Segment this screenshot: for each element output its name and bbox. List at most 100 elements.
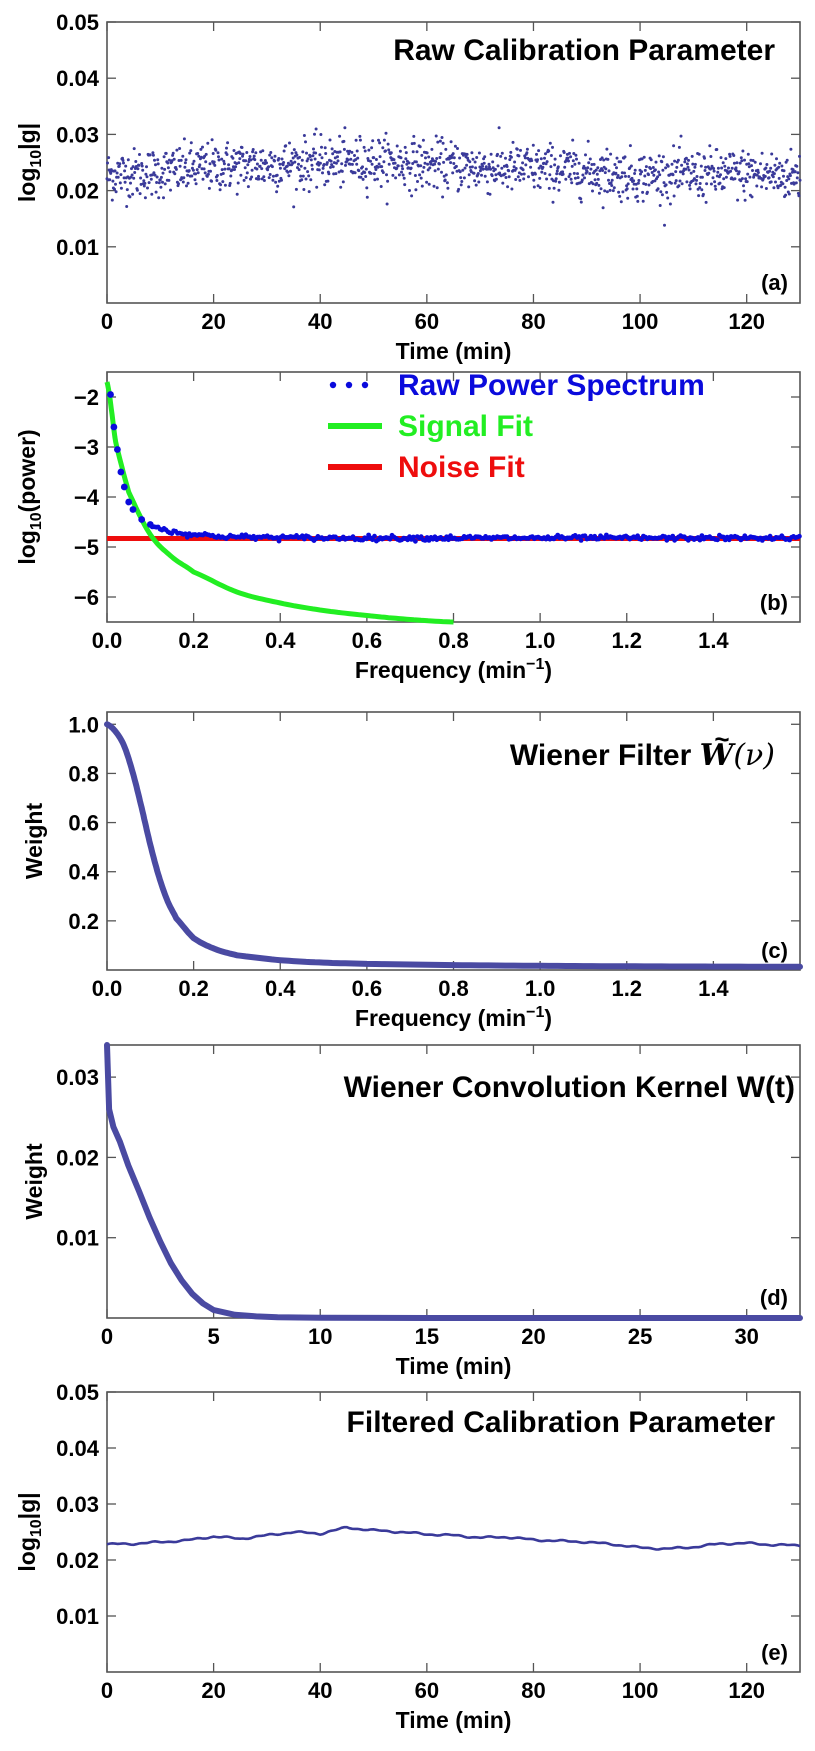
raw-data-point (545, 160, 549, 164)
power-spectrum-point (662, 534, 668, 540)
raw-data-point (189, 141, 193, 145)
raw-data-point (496, 164, 500, 168)
raw-data-point (532, 178, 536, 182)
raw-data-point (709, 155, 713, 158)
raw-data-point (705, 182, 709, 186)
raw-data-point (672, 194, 676, 198)
raw-data-point (192, 159, 196, 163)
raw-data-point (600, 156, 604, 160)
raw-data-point (280, 178, 283, 182)
raw-data-point (404, 157, 408, 161)
panel-label-b: (b) (760, 590, 788, 615)
raw-data-point (193, 178, 197, 182)
raw-data-point (386, 142, 390, 146)
raw-data-point (586, 166, 590, 170)
raw-data-point (775, 157, 778, 161)
x-tick-label: 20 (201, 309, 225, 334)
raw-data-point (527, 175, 530, 179)
raw-data-point (334, 161, 338, 165)
raw-data-point (544, 152, 547, 156)
raw-data-point (616, 174, 620, 177)
raw-data-point (262, 179, 266, 182)
power-spectrum-point (639, 537, 644, 542)
raw-data-point (354, 158, 358, 162)
raw-data-point (573, 162, 577, 166)
signal-fit-line (104, 381, 454, 625)
raw-data-point (613, 163, 617, 166)
raw-data-point (678, 179, 682, 183)
raw-data-point (143, 181, 147, 185)
raw-data-point (467, 173, 471, 177)
raw-data-point (382, 138, 386, 142)
raw-data-point (745, 180, 749, 184)
raw-data-point (742, 189, 746, 193)
raw-data-point (615, 166, 618, 170)
raw-data-point (260, 177, 264, 181)
raw-data-point (584, 153, 587, 157)
raw-data-point (132, 176, 136, 180)
raw-data-point (517, 154, 521, 158)
power-spectrum-point (183, 531, 188, 537)
raw-data-point (674, 179, 678, 183)
raw-data-point (144, 172, 148, 176)
raw-data-point (603, 171, 607, 175)
raw-data-point (552, 186, 556, 190)
raw-data-point (711, 176, 715, 180)
raw-data-point (657, 170, 661, 174)
raw-data-point (259, 158, 263, 162)
raw-data-point (275, 173, 279, 177)
raw-data-point (636, 199, 640, 203)
x-tick-label: 80 (521, 1678, 545, 1703)
raw-data-point (512, 165, 516, 169)
x-tick-label: 0.0 (92, 976, 123, 1001)
raw-data-point (460, 180, 464, 183)
raw-data-point (361, 165, 364, 169)
x-tick-label: 30 (734, 1324, 758, 1349)
raw-data-point (295, 153, 299, 157)
raw-data-point (451, 152, 455, 156)
raw-data-point (156, 162, 160, 166)
raw-data-point (605, 190, 609, 194)
raw-data-point (695, 178, 698, 182)
raw-data-point (738, 161, 742, 165)
power-spectrum-point (114, 446, 121, 453)
raw-data-point (280, 157, 284, 161)
raw-data-point (214, 148, 218, 152)
raw-data-point (472, 171, 476, 175)
raw-data-point (698, 182, 702, 185)
raw-data-point (641, 199, 645, 203)
raw-data-point (309, 158, 313, 162)
series-b (104, 381, 802, 625)
power-spectrum-point (413, 538, 418, 544)
raw-data-point (199, 147, 203, 151)
title-c-tilde: ~ (714, 724, 729, 754)
raw-data-point (185, 184, 188, 188)
raw-data-point (220, 157, 224, 161)
raw-data-point (333, 156, 337, 160)
raw-data-point (222, 159, 226, 163)
raw-data-point (770, 152, 774, 156)
series-e (106, 1525, 801, 1551)
raw-data-point (489, 167, 493, 171)
raw-data-point (660, 193, 664, 197)
xlabel-c-main: Frequency (min (355, 1005, 526, 1031)
raw-data-point (760, 151, 764, 155)
raw-data-point (150, 192, 154, 196)
raw-data-point (169, 188, 172, 192)
y-tick-label: −2 (74, 385, 99, 410)
raw-data-point (523, 156, 527, 160)
raw-data-point (783, 185, 787, 189)
raw-data-point (278, 162, 282, 166)
raw-data-point (147, 181, 151, 185)
raw-data-point (553, 157, 557, 161)
raw-data-point (796, 171, 800, 175)
raw-data-point (551, 145, 554, 149)
raw-data-point (641, 190, 645, 194)
raw-data-point (794, 181, 798, 185)
raw-data-point (119, 173, 123, 177)
raw-data-point (369, 171, 373, 175)
raw-data-point (378, 141, 382, 145)
legend-label-noise-fit: Noise Fit (398, 451, 525, 484)
raw-data-point (403, 183, 407, 187)
raw-data-point (551, 200, 555, 204)
